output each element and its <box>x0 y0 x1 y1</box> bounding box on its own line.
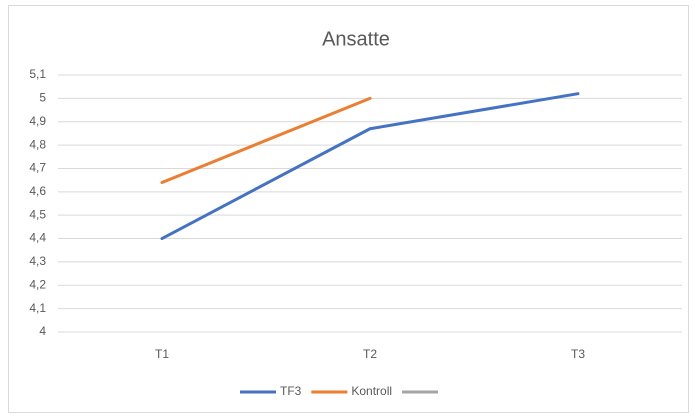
y-tick-label: 4,9 <box>29 114 46 128</box>
y-tick-label: 4,6 <box>29 184 46 198</box>
legend-label: TF3 <box>280 384 302 398</box>
y-tick-label: 4,5 <box>29 207 46 221</box>
chart-border <box>8 5 689 413</box>
y-tick-label: 4,4 <box>29 231 46 245</box>
series-line <box>160 96 372 184</box>
x-tick-label: T2 <box>363 347 377 361</box>
y-tick-label: 4,3 <box>29 254 46 268</box>
y-tick-label: 4,7 <box>29 161 46 175</box>
y-tick-label: 4,2 <box>29 277 46 291</box>
series-line <box>160 92 580 241</box>
y-tick-label: 4,1 <box>29 301 46 315</box>
y-tick-label: 4,8 <box>29 137 46 151</box>
y-tick-label: 4 <box>39 324 46 338</box>
x-tick-label: T1 <box>155 347 169 361</box>
x-tick-label: T3 <box>571 347 585 361</box>
y-tick-label: 5 <box>39 91 46 105</box>
chart-title: Ansatte <box>322 28 390 50</box>
legend-label: Kontroll <box>351 384 392 398</box>
y-tick-label: 5,1 <box>29 67 46 81</box>
